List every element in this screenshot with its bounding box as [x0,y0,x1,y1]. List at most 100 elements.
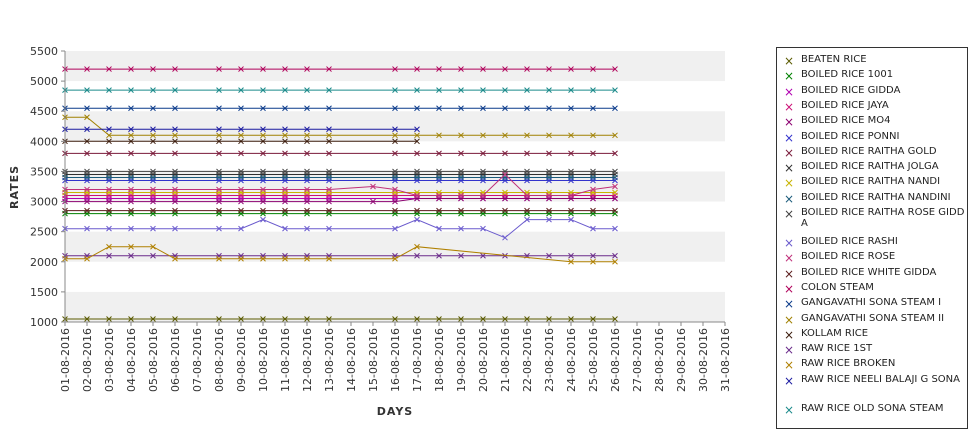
data-point [568,168,574,175]
data-point [172,207,178,214]
data-point [304,174,310,181]
data-point [304,168,310,175]
series-group [62,168,618,175]
data-point [260,174,266,181]
x-tick-label: 03-08-2016 [103,328,116,392]
data-point [282,132,288,139]
data-point [502,105,508,112]
data-point [172,316,178,322]
data-point [128,150,134,157]
data-point [502,234,508,241]
legend-item: × BOILED RICE RAITHA NANDI [781,176,965,190]
x-tick-label: 15-08-2016 [367,328,380,392]
data-point [546,66,552,72]
data-point [260,150,266,157]
legend-item: × RAW RICE 1ST [781,343,965,357]
data-point [150,150,156,157]
data-point [502,150,508,157]
x-tick-label: 05-08-2016 [147,328,160,392]
data-point [106,207,112,214]
data-point [106,243,112,250]
legend-label: BOILED RICE RAITHA NANDINI [801,191,951,203]
data-point [260,105,266,112]
legend-label: BEATEN RICE [801,54,867,65]
data-point [612,66,618,72]
data-point [238,66,244,72]
series-group [62,195,618,205]
data-point [612,189,618,196]
data-point [238,87,244,93]
data-point [458,168,464,175]
data-point [282,168,288,175]
y-tick-label: 5000 [30,75,58,88]
data-point [546,252,552,259]
data-point [260,186,266,193]
data-point [216,87,222,93]
data-point [172,87,178,93]
data-point [150,243,156,250]
data-point [150,87,156,93]
data-point [304,198,310,205]
legend-label: BOILED RICE WHITE GIDDA [801,266,937,278]
legend-marker-icon: × [783,266,795,281]
data-point [84,168,90,175]
data-point [216,105,222,112]
data-point [436,174,442,181]
x-tick-label: 29-08-2016 [675,328,688,392]
legend-marker-icon: × [783,161,795,176]
data-point [150,105,156,112]
data-point [590,87,596,93]
legend-item: × RAW RICE BROKEN [781,358,965,372]
x-tick-label: 30-08-2016 [697,328,710,392]
legend-label: BOILED RICE GIDDA [801,84,901,96]
data-point [480,225,486,232]
data-point [260,132,266,139]
data-point [480,66,486,72]
data-point [546,150,552,157]
data-point [150,168,156,175]
data-point [128,168,134,175]
data-point [326,138,332,145]
legend-marker-icon: × [783,343,795,358]
data-point [216,150,222,157]
grid-band [65,51,725,82]
legend-item: × BOILED RICE RASHI [781,236,965,250]
data-point [524,216,530,223]
data-point [392,316,398,322]
data-point [502,316,508,322]
data-point [436,207,442,214]
data-point [304,138,310,145]
data-point [304,150,310,157]
data-point [172,105,178,112]
y-tick-label: 3000 [30,196,58,209]
data-point [304,66,310,72]
data-point [106,198,112,205]
data-point [172,255,178,262]
data-point [436,168,442,175]
series-line [65,198,615,203]
data-point [546,132,552,139]
x-tick-label: 01-08-2016 [59,328,72,392]
x-tick-label: 08-08-2016 [213,328,226,392]
legend-marker-icon: × [783,327,795,342]
series-group [62,316,618,322]
legend-label: KOLLAM RICE [801,327,869,339]
data-point [304,132,310,139]
legend-marker-icon: × [783,297,795,312]
data-point [612,132,618,139]
data-point [172,174,178,181]
data-point [238,126,244,133]
data-point [216,225,222,232]
data-point [414,174,420,181]
data-point [524,105,530,112]
data-point [260,198,266,205]
legend-marker-icon: × [783,312,795,327]
legend-item: × BOILED RICE PONNI [781,131,965,145]
legend-item: × GANGAVATHI SONA STEAM II [781,313,965,327]
data-point [612,225,618,232]
legend-marker-icon: × [783,84,795,99]
legend-marker-icon: × [783,191,795,206]
data-point [590,66,596,72]
data-point [568,150,574,157]
data-point [414,192,420,199]
